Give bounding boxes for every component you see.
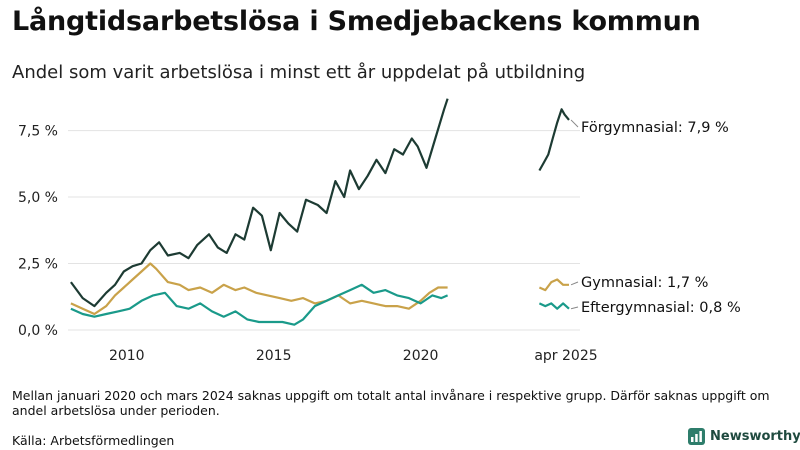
page-title: Långtidsarbetslösa i Smedjebackens kommu… [12, 6, 701, 37]
grid [68, 130, 580, 331]
y-tick-label: 5,0 % [18, 190, 58, 206]
series-line [70, 262, 448, 316]
line-chart: 0,0 % 2,5 % 5,0 % 7,5 % 2010 2015 2020 apr 202… [18, 98, 741, 364]
series-lines [70, 98, 570, 326]
y-tick-label: 0,0 % [18, 323, 58, 339]
series-line-recent [538, 278, 569, 292]
source-text: Källa: Arbetsförmedlingen [12, 433, 175, 448]
series-line-recent [538, 108, 570, 172]
brand-name: Newsworthy [710, 429, 800, 444]
x-tick-label: 2010 [109, 348, 145, 364]
series-line-recent [538, 302, 570, 310]
series-labels: Förgymnasial: 7,9 % Gymnasial: 1,7 % Efter… [570, 119, 741, 316]
series-line [70, 283, 449, 326]
x-tick-label-recent: apr 2025 [534, 348, 597, 364]
brand-logo[interactable]: Newsworthy [688, 428, 800, 445]
label-leader [570, 281, 579, 286]
y-tick-label: 7,5 % [18, 124, 58, 140]
x-axis: 2010 2015 2020 apr 2025 [109, 348, 598, 364]
x-tick-label: 2015 [256, 348, 292, 364]
y-axis: 0,0 % 2,5 % 5,0 % 7,5 % [18, 124, 58, 339]
series-end-label: Eftergymnasial: 0,8 % [581, 300, 741, 316]
newsworthy-icon [688, 428, 705, 445]
series-end-label: Gymnasial: 1,7 % [581, 275, 708, 291]
series-end-label: Förgymnasial: 7,9 % [581, 120, 729, 136]
label-leader [570, 119, 579, 128]
y-tick-label: 2,5 % [18, 257, 58, 273]
label-leader [570, 306, 579, 310]
page-subtitle: Andel som varit arbetslösa i minst ett å… [12, 62, 586, 83]
series-line [70, 98, 449, 308]
x-tick-label: 2020 [403, 348, 439, 364]
footnote: Mellan januari 2020 och mars 2024 saknas… [12, 388, 770, 418]
